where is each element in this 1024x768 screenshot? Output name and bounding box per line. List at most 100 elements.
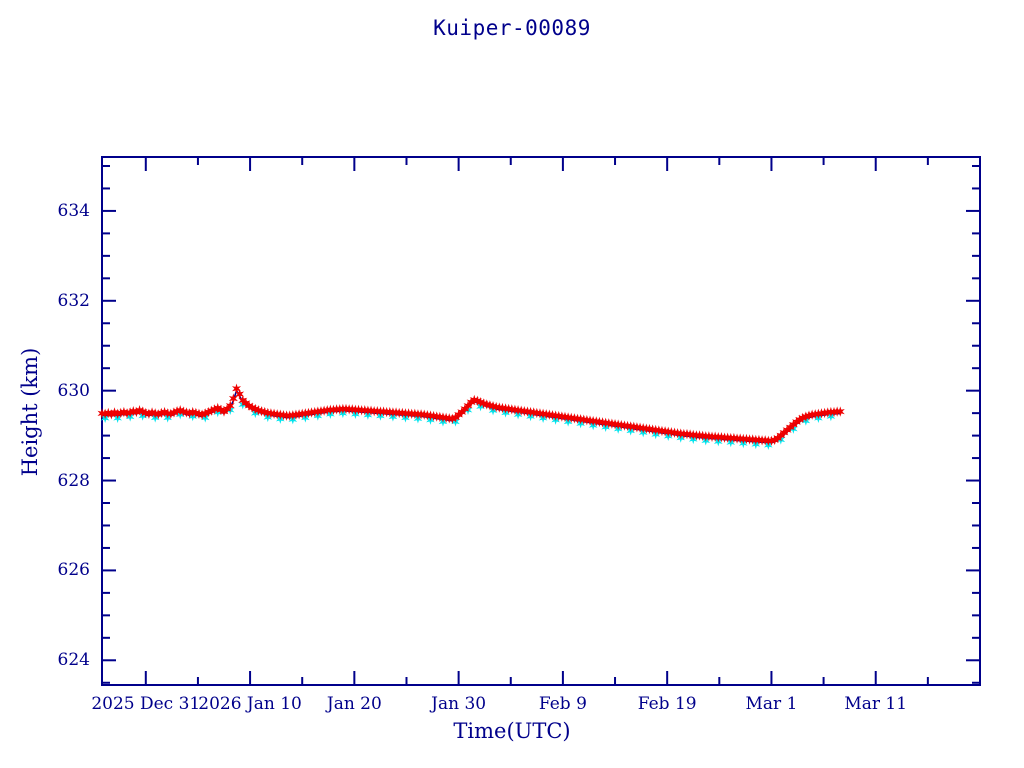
data-point-marker [501,403,511,414]
data-point-marker [526,406,536,418]
data-point-marker [735,433,745,444]
data-point-marker [557,411,567,422]
data-point-marker [97,408,107,419]
data-point-marker [272,409,282,420]
data-point-marker [438,412,448,423]
data-point-marker [513,405,523,416]
data-point-marker [804,410,814,421]
data-point-marker [582,414,592,426]
data-point-marker [801,411,811,422]
data-point-marker [147,407,157,418]
data-point-marker [688,429,698,441]
data-point-marker [832,406,842,417]
data-point-marker [632,422,642,433]
data-point-marker [307,407,317,418]
data-point-marker [510,404,520,415]
data-point-marker [113,408,123,420]
data-point-marker [100,408,110,420]
data-point-marker [332,404,342,415]
data-point-marker [532,407,542,419]
data-point-marker [826,406,836,418]
data-point-marker [623,420,633,432]
data-point-marker [763,435,773,446]
data-point-marker [810,409,820,420]
data-point-marker [288,409,298,421]
data-point-marker [629,421,639,433]
data-point-marker [422,409,432,421]
data-point-marker [679,428,689,440]
data-point-marker [450,412,460,423]
data-point-marker [663,426,673,438]
data-point-marker [454,409,464,420]
data-point-marker [591,416,601,427]
data-point-marker [297,408,307,420]
data-point-marker [397,407,407,419]
data-point-marker [338,403,348,415]
data-point-marker [779,427,789,438]
data-point-marker [829,406,839,418]
data-point-marker [222,403,232,415]
data-point-marker [228,393,238,404]
data-point-marker [347,404,357,415]
data-point-marker [626,421,636,432]
data-point-marker [432,411,442,422]
data-point-marker [554,410,564,422]
x-tick-label: 2025 Dec 31 [91,694,201,714]
data-point-marker [469,394,479,406]
data-point-marker [360,405,370,416]
data-point-marker [141,407,151,419]
data-point-marker [404,408,414,419]
x-tick-label: Feb 9 [538,694,587,714]
data-point-marker [341,403,351,415]
axes-frame [101,156,981,686]
data-point-marker [372,405,382,417]
data-point-marker [776,430,786,441]
data-point-marker [394,407,404,419]
data-point-marker [541,409,551,420]
data-point-marker [116,407,126,419]
data-point-marker [225,400,235,411]
data-point-marker [391,407,401,418]
data-point-marker [366,405,376,416]
data-point-marker [181,407,191,418]
data-point-marker [610,418,620,430]
data-point-marker [601,417,611,429]
data-point-marker [238,395,248,406]
data-point-marker [604,418,614,429]
data-point-marker [666,427,676,438]
data-point-marker [444,413,454,424]
data-point-marker [551,410,561,421]
data-point-marker [651,424,661,436]
data-point-marker [219,406,229,417]
data-point-marker [413,409,423,420]
data-point-marker [707,431,717,442]
chart-title: Kuiper-00089 [433,16,591,40]
data-point-marker [385,406,395,418]
data-point-marker [278,409,288,421]
data-point-marker [538,408,548,420]
data-point-marker [613,419,623,430]
data-point-marker [547,409,557,421]
data-point-marker [691,430,701,441]
data-point-marker [773,432,783,444]
data-point-marker [191,407,201,419]
data-point-marker [720,432,730,443]
data-point-marker [150,408,160,419]
x-tick-label: Mar 1 [745,694,798,714]
data-point-marker [585,415,595,426]
x-axis-title: Time(UTC) [453,719,571,743]
data-point-marker [660,426,670,437]
data-point-marker [676,428,686,439]
data-point-marker [519,405,529,417]
data-point-marker [494,402,504,413]
data-point-marker [313,406,323,417]
data-point-marker [716,432,726,443]
data-point-marker [635,422,645,433]
data-point-marker [738,433,748,445]
data-point-marker [569,413,579,424]
data-point-marker [441,412,451,424]
data-point-marker [807,409,817,420]
data-point-marker [156,407,166,419]
data-point-marker [638,423,648,434]
data-point-marker [122,408,132,419]
